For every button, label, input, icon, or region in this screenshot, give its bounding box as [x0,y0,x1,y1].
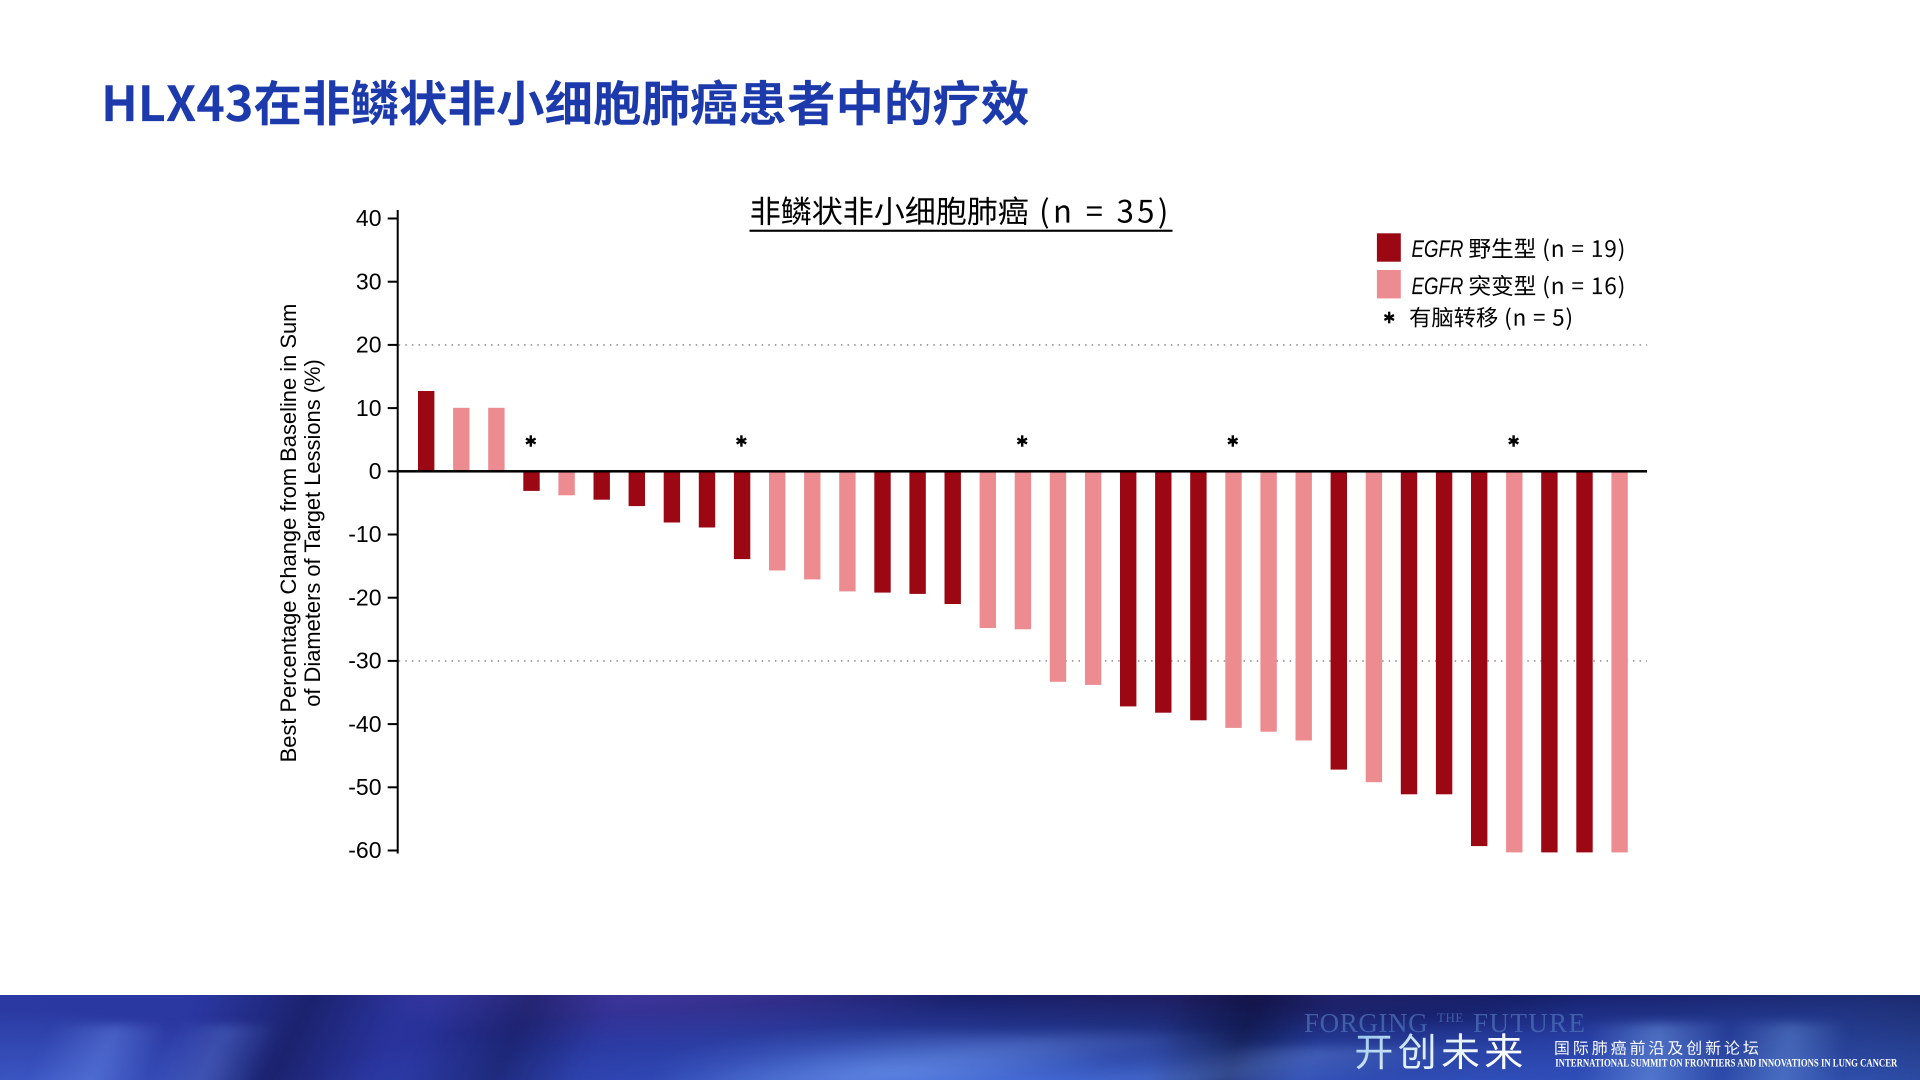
svg-text:40: 40 [356,205,382,231]
svg-text:INTERNATIONAL SUMMIT ON FRONTI: INTERNATIONAL SUMMIT ON FRONTIERS AND IN… [1555,1058,1898,1070]
svg-text:FUTURE: FUTURE [1473,1008,1586,1038]
svg-text:-30: -30 [348,648,381,674]
svg-text:10: 10 [356,395,382,421]
svg-text:THE: THE [1437,1010,1464,1025]
svg-text:-40: -40 [348,711,381,737]
svg-text:-20: -20 [348,584,381,610]
svg-text:0: 0 [369,458,382,484]
svg-text:-10: -10 [348,521,381,547]
svg-text:-60: -60 [348,837,381,863]
svg-text:20: 20 [356,332,382,358]
svg-text:Best Percentage Change from Ba: Best Percentage Change from Baseline in … [276,304,301,763]
svg-text:30: 30 [356,268,382,294]
svg-text:FORGING: FORGING [1304,1008,1428,1038]
svg-text:of Diameters of Target Lession: of Diameters of Target Lessions (%) [300,359,325,707]
svg-text:-50: -50 [348,774,381,800]
